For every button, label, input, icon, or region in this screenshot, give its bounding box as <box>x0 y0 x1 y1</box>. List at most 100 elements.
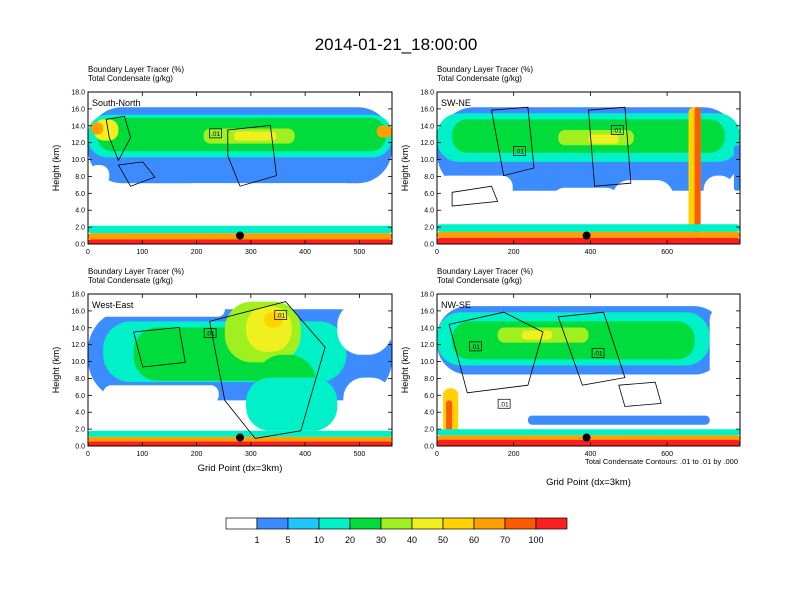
y-tick-label: 2.0 <box>424 225 434 232</box>
field-blob <box>437 237 740 244</box>
contour-tag-box <box>591 348 605 358</box>
field-blob <box>446 400 453 431</box>
panels: 0.0 2.0 4.0 6.0 8.0 10.0 12.0 14.0 16.0 18.0 0 100 2… <box>51 65 741 488</box>
shaded-field <box>437 92 740 244</box>
location-marker <box>236 231 244 240</box>
contour-tag-box <box>497 398 511 409</box>
field-blob <box>437 224 740 232</box>
y-tick-label: 18.0 <box>420 90 434 97</box>
x-tick-label: 300 <box>245 451 257 458</box>
field-blob <box>97 196 225 213</box>
condensate-contour <box>451 185 499 207</box>
condensate-contour <box>557 311 626 386</box>
panel-label: West-East <box>92 300 134 310</box>
y-tick-label: 8.0 <box>424 376 434 383</box>
location-marker <box>582 231 591 240</box>
colorbar-label: 20 <box>345 535 355 545</box>
field-blob <box>337 301 392 355</box>
contour-tag-box <box>610 125 624 135</box>
field-blob <box>694 107 701 238</box>
y-tick-label: 8.0 <box>424 174 434 181</box>
field-blob <box>552 187 619 216</box>
contour-tag-box <box>209 128 222 139</box>
field-blob <box>233 131 277 141</box>
field-blob <box>703 175 734 219</box>
y-tick-label: 8.0 <box>75 376 85 383</box>
field-blob <box>88 301 225 317</box>
panel-west-east: 0.0 2.0 4.0 6.0 8.0 10.0 12.0 14.0 16.0 18.0 0 100 2… <box>51 267 393 474</box>
field-blob <box>437 175 513 200</box>
field-blob <box>482 198 544 214</box>
y-tick-label: 0.0 <box>75 242 85 249</box>
contour-tag-box <box>513 146 526 156</box>
y-tick-label: 12.0 <box>420 342 434 349</box>
field-label: Boundary Layer Tracer (%) <box>88 267 184 276</box>
y-tick-label: 4.0 <box>424 410 434 417</box>
y-tick-label: 16.0 <box>71 308 85 315</box>
y-axis-label: Height (km) <box>51 145 61 192</box>
field-blob <box>527 415 710 425</box>
shaded-field <box>88 294 392 446</box>
y-tick-label: 10.0 <box>71 157 85 164</box>
field-blob <box>88 239 392 244</box>
x-tick-label: 0 <box>435 451 439 458</box>
y-tick-label: 0.0 <box>75 444 85 451</box>
panel-label: South-North <box>92 98 141 108</box>
field-blob <box>521 330 553 340</box>
y-tick-label: 4.0 <box>75 410 85 417</box>
field-blob <box>91 122 104 135</box>
condensate-contour <box>448 311 544 394</box>
condensate-contour <box>117 161 156 187</box>
figure-title: 2014-01-21_18:00:00 <box>315 35 478 54</box>
colorbar-label: 10 <box>314 535 324 545</box>
colorbar-label: 70 <box>500 535 510 545</box>
y-tick-label: 8.0 <box>75 174 85 181</box>
colorbar-label: 5 <box>285 535 290 545</box>
field-blob <box>124 409 225 425</box>
contour-tag-label: .01 <box>206 330 215 337</box>
condensate-contour <box>105 115 132 162</box>
panel-sw-ne: 0.0 2.0 4.0 6.0 8.0 10.0 12.0 14.0 16.0 18.0 0 200 4… <box>400 65 741 256</box>
contour-tag-label: .01 <box>276 313 285 320</box>
colorbar-label: 50 <box>438 535 448 545</box>
x-tick-label: 100 <box>136 451 148 458</box>
x-tick-label: 0 <box>86 451 90 458</box>
contour-tag-label: .01 <box>471 344 480 351</box>
field-label: Boundary Layer Tracer (%) <box>437 267 533 276</box>
y-tick-label: 4.0 <box>424 208 434 215</box>
y-tick-label: 6.0 <box>424 393 434 400</box>
y-tick-label: 6.0 <box>75 393 85 400</box>
y-axis-label: Height (km) <box>51 347 61 394</box>
condensate-contour <box>227 124 277 187</box>
y-tick-label: 18.0 <box>71 90 85 97</box>
y-tick-label: 2.0 <box>424 427 434 434</box>
x-tick-label: 200 <box>191 451 203 458</box>
field-blob <box>437 429 740 436</box>
contour-tag-label: .01 <box>613 128 622 135</box>
y-tick-label: 10.0 <box>420 157 434 164</box>
plot-frame <box>436 293 741 447</box>
x-tick-label: 0 <box>86 249 90 256</box>
condensate-contour <box>491 106 535 177</box>
field-blob <box>612 180 674 217</box>
field-label: Boundary Layer Tracer (%) <box>437 65 533 74</box>
y-tick-label: 14.0 <box>71 123 85 130</box>
colorbar-swatch <box>287 517 320 530</box>
shaded-field <box>437 294 740 446</box>
y-tick-label: 16.0 <box>71 106 85 113</box>
colorbar-label: 40 <box>407 535 417 545</box>
panel-label: SW-NE <box>441 98 471 108</box>
x-tick-label: 0 <box>435 249 439 256</box>
field-blob <box>148 158 234 168</box>
contour-label: Total Condensate (g/kg) <box>437 276 522 285</box>
x-tick-label: 400 <box>299 451 311 458</box>
x-tick-label: 400 <box>585 451 597 458</box>
colorbar-swatch <box>442 517 475 530</box>
plot-frame <box>87 91 393 245</box>
location-marker <box>236 433 244 442</box>
colorbar-swatch <box>256 517 289 530</box>
condensate-contour <box>588 106 632 187</box>
colorbar-label: 1 <box>254 535 259 545</box>
y-axis-label: Height (km) <box>400 145 410 192</box>
